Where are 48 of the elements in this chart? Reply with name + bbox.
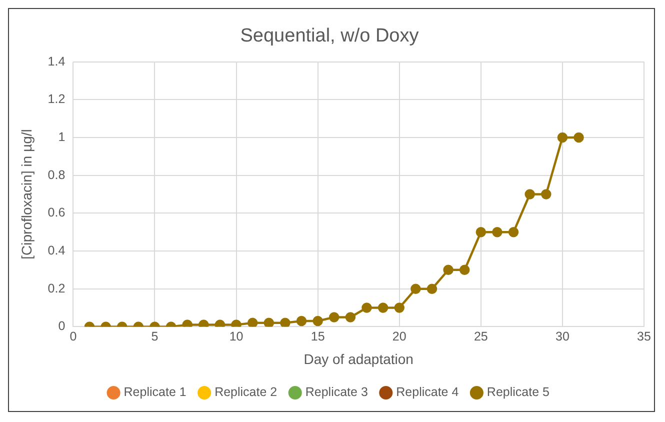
x-tick-label: 30 [556,330,570,344]
legend-label: Replicate 1 [124,385,186,400]
chart-title: Sequential, w/o Doxy [240,26,420,47]
point [345,312,356,322]
point [459,264,470,276]
point [426,284,438,294]
point [508,226,519,238]
point [182,320,192,327]
point [378,302,388,313]
legend-label: Replicate 3 [305,385,368,400]
point [557,132,568,143]
point [574,132,584,143]
y-tick-label: 0.6 [48,206,66,220]
point [280,318,290,327]
y-tick-label: 0 [58,319,66,334]
x-tick-label: 25 [474,330,488,344]
x-axis-title: Day of adaptation [304,350,414,367]
x-tick-label: 15 [310,330,325,344]
point [198,320,209,327]
point [247,318,258,327]
point [362,302,372,313]
x-tick-label: 0 [70,330,77,344]
y-tick-label: 1.2 [48,92,66,106]
x-tick-label: 5 [151,330,158,344]
point [329,312,340,322]
y-axis-title: [Ciprofloxacin] in µg/l [18,129,34,260]
x-tick-label: 10 [229,330,244,344]
point [231,320,242,327]
legend-label: Replicate 2 [214,385,278,400]
point [492,226,502,238]
point [312,316,323,326]
point [296,316,307,326]
point [264,318,274,327]
legend-label: Replicate 5 [486,385,550,400]
y-tick-label: 1.4 [48,54,66,68]
y-tick-label: 0.8 [48,168,66,182]
x-tick-label: 35 [637,330,651,344]
point [541,189,552,200]
point [410,284,421,294]
point [524,189,535,200]
y-tick-label: 0.4 [48,243,66,258]
point [443,264,454,276]
legend-label: Replicate 4 [396,385,459,400]
y-tick-label: 1 [58,130,66,144]
point [476,226,486,238]
point [394,302,404,313]
y-tick-label: 0.2 [48,281,66,296]
x-tick-label: 20 [392,330,406,344]
